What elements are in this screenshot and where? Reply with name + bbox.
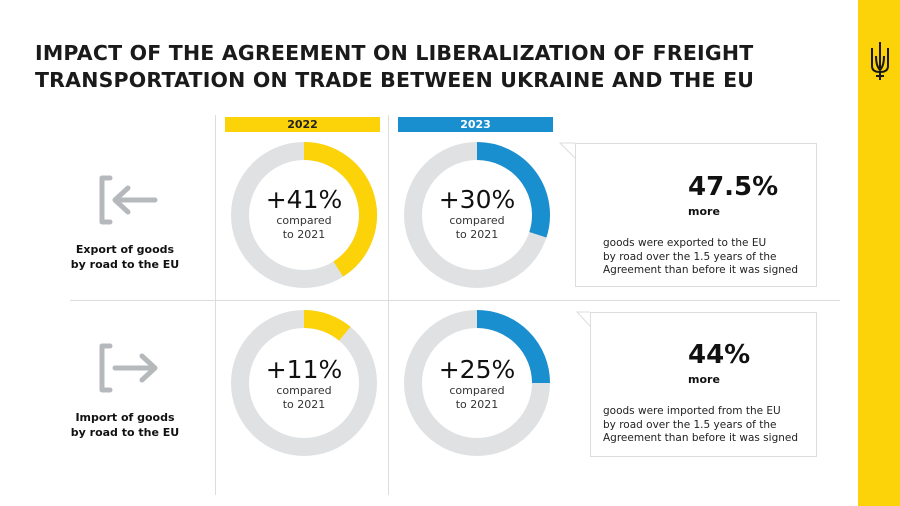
year-header-2023: 2023 bbox=[398, 117, 553, 132]
title-line-2: TRANSPORTATION ON TRADE BETWEEN UKRAINE … bbox=[35, 68, 755, 92]
donut-label: +25% compared to 2021 bbox=[438, 355, 516, 412]
trident-icon bbox=[871, 42, 889, 80]
summary-unit: more bbox=[688, 373, 720, 386]
page-title: IMPACT OF THE AGREEMENT ON LIBERALIZATIO… bbox=[35, 40, 754, 94]
donut-label: +30% compared to 2021 bbox=[438, 185, 516, 242]
summary-text: goods were imported from the EU by road o… bbox=[603, 405, 799, 444]
summary-callout-export bbox=[575, 143, 817, 287]
divider bbox=[215, 115, 216, 495]
arrow-right-out-of-bracket-icon bbox=[99, 343, 158, 393]
title-line-1: IMPACT OF THE AGREEMENT ON LIBERALIZATIO… bbox=[35, 41, 754, 65]
arrow-left-into-bracket-icon bbox=[99, 175, 158, 225]
donut-arc-2022 bbox=[303, 310, 351, 341]
donut-label: +11% compared to 2021 bbox=[265, 355, 343, 412]
summary-unit: more bbox=[688, 205, 720, 218]
summary-callout-import bbox=[590, 312, 817, 457]
divider bbox=[388, 115, 389, 495]
summary-value: 44% bbox=[688, 340, 751, 370]
row-label-import: Import of goods by road to the EU bbox=[70, 411, 180, 439]
summary-value: 47.5% bbox=[688, 172, 779, 202]
donut-label: +41% compared to 2021 bbox=[265, 185, 343, 242]
yellow-sidebar bbox=[858, 0, 900, 506]
year-header-2022: 2022 bbox=[225, 117, 380, 132]
row-divider bbox=[70, 300, 840, 301]
summary-text: goods were exported to the EU by road ove… bbox=[603, 237, 799, 276]
callout-tail bbox=[575, 311, 591, 327]
callout-tail bbox=[558, 142, 576, 159]
row-label-export: Export of goods by road to the EU bbox=[70, 243, 180, 271]
donut-arc-2022 bbox=[303, 142, 377, 277]
donut-arc-2023 bbox=[476, 310, 550, 384]
donut-arc-2023 bbox=[476, 142, 550, 238]
